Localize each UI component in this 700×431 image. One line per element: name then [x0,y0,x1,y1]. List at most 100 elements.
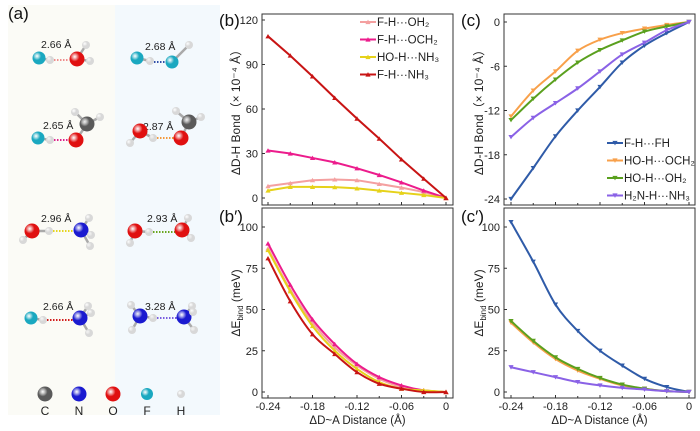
x-tick-label: -0.12 [344,401,369,413]
y-tick-label: 120 [240,15,258,27]
data-point [619,385,625,391]
data-point [332,177,338,182]
atom-H [189,308,197,316]
atom-N [132,308,148,324]
data-point [398,180,405,185]
data-point [552,77,559,82]
data-point [421,176,427,181]
data-point [287,289,293,294]
atom-O [24,223,40,239]
atom-H [188,302,196,310]
atom-F [31,131,45,145]
atom-legend-label: O [108,404,117,418]
y-axis-label: ΔD-H Bond（× 10⁻⁴ Å） [471,44,486,175]
x-tick-label: 0 [686,401,692,413]
data-point [552,302,559,307]
data-point [530,115,536,121]
data-point [508,114,514,119]
atom-H [96,113,104,121]
data-point [508,134,514,140]
data-point [376,136,382,141]
legend-label: F-H···FH [624,138,670,150]
data-point [354,366,360,371]
plot-frame [503,207,696,399]
data-point [619,382,625,387]
atom-H [46,136,54,144]
atom-H [84,302,92,310]
y-tick-label: 50 [246,305,258,317]
data-point [287,298,293,304]
atom-legend-label: C [41,404,50,418]
data-point [575,60,581,65]
data-point [530,370,536,375]
panel-label: (b) [219,11,240,30]
y-tick-label: 50 [488,305,500,317]
legend-swatch-marker [612,158,618,163]
atom-H [86,242,94,250]
atom-H [184,214,192,222]
x-axis-label: ΔD~A Distance (Å) [309,414,405,427]
data-point [664,30,670,36]
data-point [619,38,625,43]
atom-O [68,132,84,148]
legend-label: HO-H···OH₂ [624,173,687,185]
data-point [332,160,338,165]
atom-N [72,310,88,326]
atom-legend-label: F [143,404,150,418]
data-point [508,318,514,324]
chart-c: (c) -24 -18 -12 -6 0 ΔD-H Bond（× 10⁻⁴ Å） F-H···… [461,11,696,206]
data-point [508,365,514,370]
distance-label: 2.65 Å [43,119,73,132]
atom-H [149,314,157,322]
data-point [332,341,338,347]
atom-O [173,130,189,146]
data-point [265,241,271,246]
atom-H [85,329,93,337]
x-tick-label: -0.18 [300,401,325,413]
data-point [398,190,405,195]
y-tick-label: 100 [482,222,500,234]
x-axis-label: ΔD~A Distance (Å) [551,414,647,427]
chart-c_prime: (c′) 0 25 50 75 100 -0.24 -0.18 -0.12 -0.06 0 ΔD~A … [461,207,696,427]
legend-label: HO-H···NH₃ [377,52,439,64]
data-point [309,331,316,337]
data-point [552,69,559,74]
y-tick-label: 0 [494,17,500,29]
molecules-svg: 2.66 Å 2.68 Å 2.65 Å 2.87 Å 2.96 Å 2.93 Å 2.66… [19,38,205,418]
data-point [287,282,293,287]
atom-F [130,51,144,65]
data-point [265,183,271,189]
data-point [664,389,670,394]
data-point [641,43,648,48]
data-point [597,84,603,90]
legend-swatch-marker [612,175,618,181]
data-point [354,186,360,191]
atom-H [45,227,53,235]
data-point [664,384,670,390]
panel-label: (c′) [461,207,484,226]
data-point [421,192,427,198]
data-point [508,219,514,225]
y-tick-label: -18 [484,150,500,162]
data-point [265,188,271,193]
series-line [510,321,690,393]
atom-F [165,55,179,69]
distance-label: 2.87 Å [143,120,173,133]
distance-label: 2.68 Å [145,40,175,53]
data-point [265,256,271,261]
data-point [376,374,382,380]
data-point [552,134,559,139]
y-tick-label: 75 [246,263,258,275]
legend-label: F-H···OH₂ [377,17,429,29]
data-point [287,151,293,156]
atom-O [105,386,121,402]
atom-legend-label: H [177,404,186,418]
atom-H [86,57,94,65]
legend-label: F-H···OCH₂ [377,35,438,47]
data-point [508,118,514,123]
molecular-structures-panel: (a) 2.66 Å 2.68 Å 2.65 Å 2.87 Å 2.96 Å 2.93 Å… [0,0,222,431]
data-point [309,317,316,322]
y-tick-label: 0 [494,387,500,399]
atom-N [176,309,192,325]
data-point [287,53,293,58]
